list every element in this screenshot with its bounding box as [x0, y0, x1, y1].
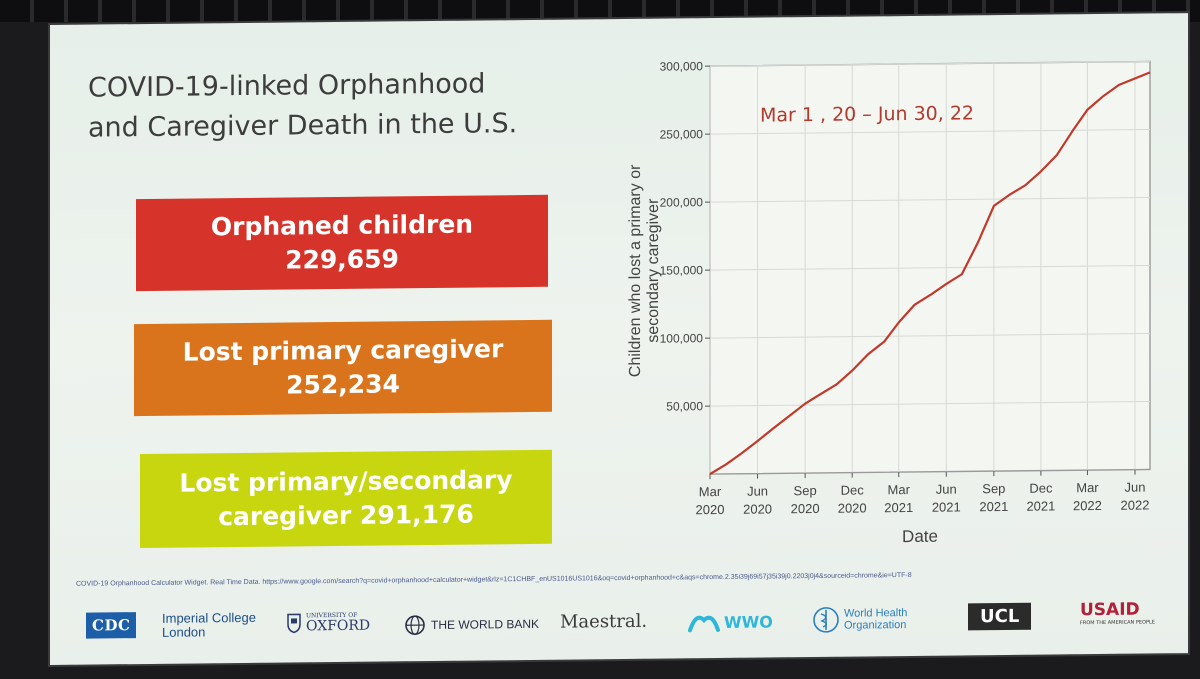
stat-value: caregiver 291,176 — [218, 499, 474, 532]
slide-title-line2: and Caregiver Death in the U.S. — [88, 108, 518, 144]
y-tick-label: 250,000 — [660, 127, 704, 141]
partner-logos: CDC Imperial College London UNIVERSITY O… — [80, 597, 1170, 648]
who-line1: World Health — [844, 607, 908, 620]
x-tick-label-month: Jun — [747, 483, 768, 498]
who-logo: World Health Organization — [812, 605, 907, 634]
who-emblem-icon — [813, 607, 839, 633]
chart-annotation: Mar 1 , 20 – Jun 30, 22 — [760, 102, 974, 126]
x-tick-label-month: Dec — [841, 482, 865, 497]
ucl-text: UCL — [968, 602, 1032, 631]
y-tick-label: 50,000 — [666, 399, 703, 413]
wwo-logo: WWO — [688, 609, 773, 634]
y-gridline — [710, 332, 1150, 339]
usaid-logo: USAID FROM THE AMERICAN PEOPLE — [1080, 599, 1155, 627]
x-tick-label-month: Sep — [794, 483, 817, 498]
imperial-line2: London — [162, 624, 206, 640]
cdc-logo: CDC — [86, 612, 137, 639]
y-gridline — [710, 400, 1150, 407]
imperial-college-logo: Imperial College London — [162, 609, 256, 640]
x-tick-label-month: Jun — [936, 482, 957, 497]
line-chart: 50,000 100,000 150,000 200,000 250,000 300,00… — [610, 49, 1170, 575]
oxford-crest-icon — [287, 613, 301, 633]
x-tick-label-month: Sep — [982, 481, 1005, 496]
x-tick-label-year: 2020 — [743, 501, 772, 516]
x-tick-label-year: 2022 — [1073, 498, 1102, 513]
x-tick-label-year: 2021 — [884, 500, 913, 515]
y-gridline — [710, 196, 1150, 203]
slide-title: COVID-19-linked Orphanhood and Caregiver… — [88, 63, 648, 149]
stat-label: Orphaned children — [210, 209, 474, 242]
x-tick-label-month: Mar — [888, 482, 911, 497]
stat-value: 229,659 — [285, 244, 399, 275]
series-line — [709, 71, 1151, 476]
y-tick-label: 300,000 — [660, 59, 704, 73]
stat-lost-primary-caregiver: Lost primary caregiver 252,234 — [134, 319, 552, 417]
world-bank-text: THE WORLD BANK — [431, 616, 540, 633]
x-tick-label-year: 2020 — [791, 501, 820, 516]
globe-icon — [405, 615, 425, 635]
y-gridline — [710, 128, 1150, 135]
imperial-line1: Imperial College — [162, 609, 256, 626]
usaid-text: USAID — [1080, 599, 1140, 621]
slide-title-line1: COVID-19-linked Orphanhood — [88, 68, 486, 104]
x-tick-label-month: Mar — [1076, 480, 1099, 495]
x-tick-label-year: 2020 — [696, 502, 725, 517]
x-tick-label-year: 2020 — [838, 500, 867, 515]
x-tick-label-year: 2021 — [1026, 498, 1055, 513]
stat-label: Lost primary/secondary — [179, 465, 513, 498]
y-gridline — [710, 264, 1150, 271]
y-axis-label: Children who lost a primary orsecondary … — [627, 164, 662, 378]
x-tick-label-month: Mar — [699, 484, 722, 499]
x-tick-label-year: 2021 — [932, 499, 961, 514]
maestral-logo: Maestral. — [560, 611, 647, 633]
stat-value: 252,234 — [286, 369, 400, 400]
y-tick-label: 150,000 — [660, 263, 704, 277]
world-bank-logo: THE WORLD BANK — [404, 613, 539, 636]
maestral-text: Maestral. — [560, 610, 648, 633]
cdc-logo-text: CDC — [86, 612, 137, 639]
ucl-logo: UCL — [968, 602, 1032, 631]
x-tick-label-year: 2021 — [979, 499, 1008, 514]
stat-label: Lost primary caregiver — [182, 334, 504, 367]
x-axis-label: Date — [902, 527, 938, 546]
stat-lost-primary-secondary-caregiver: Lost primary/secondary caregiver 291,176 — [140, 449, 552, 549]
y-tick-label: 200,000 — [660, 195, 704, 209]
usaid-tagline: FROM THE AMERICAN PEOPLE — [1080, 619, 1155, 627]
oxford-big-text: OXFORD — [306, 617, 371, 635]
who-line2: Organization — [844, 619, 907, 632]
x-tick-label-month: Dec — [1029, 480, 1053, 495]
y-gridline — [710, 60, 1150, 67]
oxford-logo: UNIVERSITY OF OXFORD — [286, 612, 370, 634]
wwo-hands-icon — [688, 615, 720, 633]
stat-orphaned-children: Orphaned children 229,659 — [136, 194, 548, 292]
chart-svg: 50,000 100,000 150,000 200,000 250,000 300,00… — [627, 59, 1151, 546]
x-tick-label-year: 2022 — [1121, 497, 1150, 512]
wwo-text: WWO — [724, 611, 773, 632]
y-tick-label: 100,000 — [660, 331, 704, 345]
presentation-slide: COVID-19-linked Orphanhood and Caregiver… — [50, 13, 1188, 665]
x-tick-label-month: Jun — [1125, 480, 1146, 495]
